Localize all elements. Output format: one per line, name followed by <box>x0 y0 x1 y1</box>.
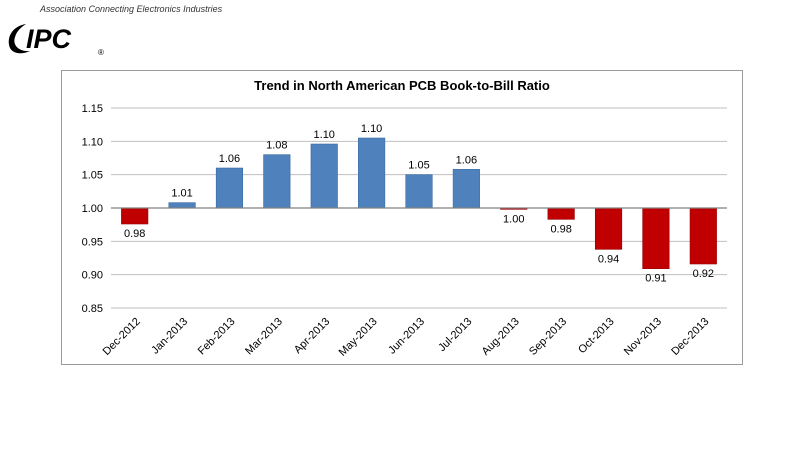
bar <box>310 143 338 209</box>
bar <box>594 207 623 250</box>
data-label: 0.98 <box>550 223 571 235</box>
tagline: Association Connecting Electronics Indus… <box>40 4 223 14</box>
x-tick-label: Aug-2013 <box>480 316 522 358</box>
x-tick-label: Sep-2013 <box>527 316 569 358</box>
logo-text: IPC <box>26 24 72 54</box>
data-label: 1.05 <box>408 160 429 172</box>
x-tick-label: Feb-2013 <box>196 316 238 358</box>
x-tick-label: Dec-2012 <box>101 316 143 358</box>
header: Association Connecting Electronics Indus… <box>0 0 240 60</box>
data-label: 1.10 <box>361 123 382 135</box>
bar <box>215 167 244 209</box>
chart-plot: 0.85 0.90 0.95 1.00 1.05 1.10 1.15 0.98 Dec-2012… <box>82 103 727 359</box>
x-tick-label: May-2013 <box>337 316 380 359</box>
x-tick-label: Jan-2013 <box>149 316 190 357</box>
data-label: 1.06 <box>219 153 240 165</box>
x-tick-label: Nov-2013 <box>622 316 664 358</box>
chart-title: Trend in North American PCB Book-to-Bill… <box>254 78 550 93</box>
y-tick-label: 1.00 <box>82 203 103 215</box>
bar <box>689 207 717 265</box>
data-label: 0.92 <box>693 268 714 280</box>
data-label: 1.08 <box>266 140 287 152</box>
bar <box>405 174 433 209</box>
x-tick-label: Jun-2013 <box>386 316 427 357</box>
y-tick-label: 0.95 <box>82 236 103 248</box>
x-tick-label: Oct-2013 <box>576 316 616 356</box>
y-tick-label: 0.85 <box>82 303 103 315</box>
y-tick-label: 0.90 <box>82 270 103 282</box>
bar <box>121 207 149 225</box>
bar <box>358 137 386 209</box>
x-tick-label: Jul-2013 <box>436 316 474 354</box>
data-label: 1.00 <box>503 213 524 225</box>
y-tick-label: 1.15 <box>82 103 103 115</box>
data-label: 1.10 <box>314 129 335 141</box>
registered-mark: ® <box>98 48 104 57</box>
x-tick-label: Dec-2013 <box>669 316 711 358</box>
y-tick-label: 1.05 <box>82 170 103 182</box>
bar <box>168 202 196 209</box>
data-label: 1.01 <box>171 188 192 200</box>
data-label: 0.94 <box>598 253 619 265</box>
bar <box>452 169 480 209</box>
ipc-logo: IPC ® <box>8 24 104 57</box>
y-tick-label: 1.10 <box>82 136 103 148</box>
logo-swoosh <box>8 24 30 54</box>
chart-frame <box>61 70 743 365</box>
bar <box>547 207 575 220</box>
x-tick-label: Mar-2013 <box>243 316 285 358</box>
x-tick-label: Apr-2013 <box>292 316 332 356</box>
bar <box>642 207 670 269</box>
data-label: 0.98 <box>124 228 145 240</box>
bar <box>263 154 291 209</box>
data-label: 0.91 <box>645 273 666 285</box>
data-label: 1.06 <box>456 154 477 166</box>
